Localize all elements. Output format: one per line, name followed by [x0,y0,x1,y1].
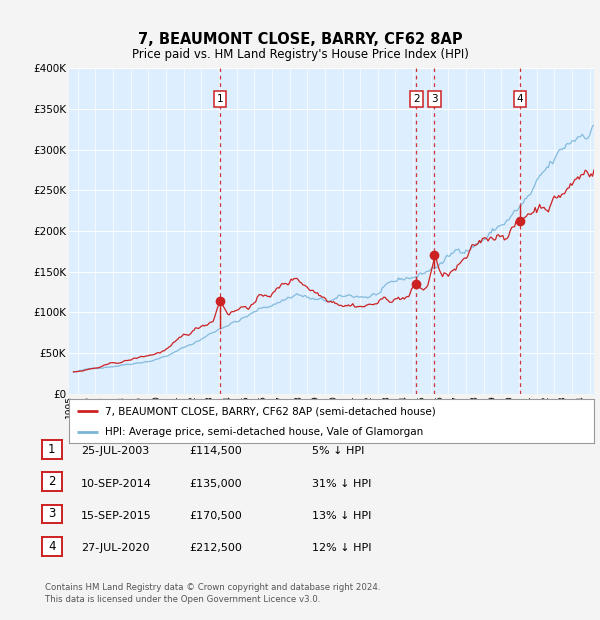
Text: 27-JUL-2020: 27-JUL-2020 [81,543,149,553]
Text: Contains HM Land Registry data © Crown copyright and database right 2024.: Contains HM Land Registry data © Crown c… [45,583,380,592]
Text: 5% ↓ HPI: 5% ↓ HPI [312,446,364,456]
Text: £114,500: £114,500 [189,446,242,456]
Text: 7, BEAUMONT CLOSE, BARRY, CF62 8AP (semi-detached house): 7, BEAUMONT CLOSE, BARRY, CF62 8AP (semi… [105,406,436,416]
Text: 13% ↓ HPI: 13% ↓ HPI [312,511,371,521]
Text: 1: 1 [217,94,223,104]
Text: £135,000: £135,000 [189,479,242,489]
Text: 15-SEP-2015: 15-SEP-2015 [81,511,152,521]
Text: 7, BEAUMONT CLOSE, BARRY, CF62 8AP: 7, BEAUMONT CLOSE, BARRY, CF62 8AP [137,32,463,47]
Text: 3: 3 [431,94,438,104]
Text: Price paid vs. HM Land Registry's House Price Index (HPI): Price paid vs. HM Land Registry's House … [131,48,469,61]
Text: 4: 4 [48,540,56,552]
Text: 31% ↓ HPI: 31% ↓ HPI [312,479,371,489]
Text: 25-JUL-2003: 25-JUL-2003 [81,446,149,456]
Text: £170,500: £170,500 [189,511,242,521]
Text: HPI: Average price, semi-detached house, Vale of Glamorgan: HPI: Average price, semi-detached house,… [105,427,423,437]
Text: 4: 4 [517,94,524,104]
Text: 10-SEP-2014: 10-SEP-2014 [81,479,152,489]
Text: 12% ↓ HPI: 12% ↓ HPI [312,543,371,553]
Text: 1: 1 [48,443,56,456]
Text: £212,500: £212,500 [189,543,242,553]
Text: 2: 2 [413,94,420,104]
Text: This data is licensed under the Open Government Licence v3.0.: This data is licensed under the Open Gov… [45,595,320,604]
Text: 3: 3 [48,508,56,520]
Text: 2: 2 [48,476,56,488]
